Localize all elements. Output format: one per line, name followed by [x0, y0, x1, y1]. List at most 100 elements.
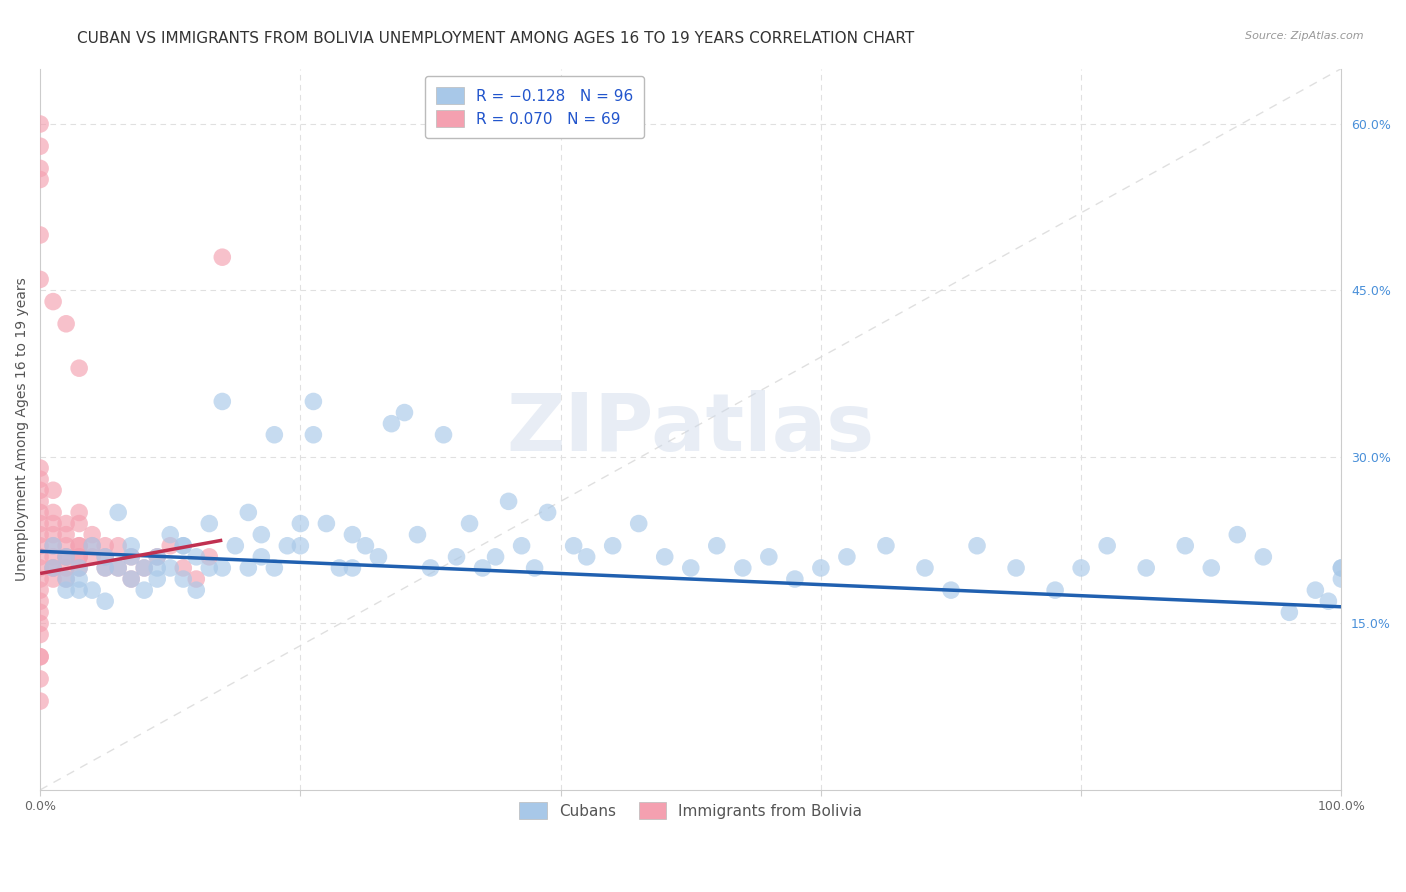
Point	[458, 516, 481, 531]
Point	[67, 539, 90, 553]
Point	[67, 516, 90, 531]
Point	[250, 549, 273, 564]
Point	[30, 649, 52, 664]
Point	[30, 117, 52, 131]
Point	[42, 539, 65, 553]
Point	[55, 317, 77, 331]
Point	[575, 549, 598, 564]
Point	[939, 583, 962, 598]
Point	[1305, 583, 1327, 598]
Point	[198, 549, 221, 564]
Point	[159, 539, 181, 553]
Point	[107, 539, 129, 553]
Point	[186, 583, 208, 598]
Point	[82, 539, 104, 553]
Point	[758, 549, 780, 564]
Point	[55, 572, 77, 586]
Point	[159, 527, 181, 541]
Point	[1005, 561, 1028, 575]
Point	[67, 539, 90, 553]
Point	[30, 649, 52, 664]
Point	[290, 539, 312, 553]
Point	[654, 549, 676, 564]
Point	[55, 561, 77, 575]
Point	[172, 572, 194, 586]
Point	[198, 516, 221, 531]
Point	[94, 539, 117, 553]
Point	[67, 361, 90, 376]
Point	[42, 539, 65, 553]
Point	[30, 561, 52, 575]
Point	[706, 539, 728, 553]
Point	[42, 561, 65, 575]
Point	[419, 561, 441, 575]
Point	[134, 583, 156, 598]
Point	[914, 561, 936, 575]
Point	[55, 549, 77, 564]
Point	[94, 594, 117, 608]
Point	[484, 549, 506, 564]
Point	[67, 549, 90, 564]
Point	[55, 516, 77, 531]
Point	[172, 539, 194, 553]
Point	[1135, 561, 1157, 575]
Point	[120, 539, 142, 553]
Point	[30, 172, 52, 186]
Point	[30, 572, 52, 586]
Point	[562, 539, 585, 553]
Point	[315, 516, 337, 531]
Point	[107, 505, 129, 519]
Point	[602, 539, 624, 553]
Point	[30, 527, 52, 541]
Point	[94, 561, 117, 575]
Point	[186, 549, 208, 564]
Point	[120, 549, 142, 564]
Point	[627, 516, 650, 531]
Point	[42, 549, 65, 564]
Point	[30, 594, 52, 608]
Point	[30, 539, 52, 553]
Point	[290, 516, 312, 531]
Point	[82, 539, 104, 553]
Point	[55, 527, 77, 541]
Point	[30, 627, 52, 641]
Point	[42, 561, 65, 575]
Point	[263, 561, 285, 575]
Point	[146, 561, 169, 575]
Point	[67, 583, 90, 598]
Point	[30, 516, 52, 531]
Point	[1317, 594, 1340, 608]
Point	[30, 583, 52, 598]
Point	[30, 505, 52, 519]
Point	[1095, 539, 1118, 553]
Point	[198, 561, 221, 575]
Point	[250, 527, 273, 541]
Point	[42, 527, 65, 541]
Point	[146, 572, 169, 586]
Legend: Cubans, Immigrants from Bolivia: Cubans, Immigrants from Bolivia	[513, 796, 869, 826]
Point	[107, 561, 129, 575]
Point	[498, 494, 520, 508]
Point	[30, 549, 52, 564]
Point	[30, 605, 52, 619]
Point	[367, 549, 389, 564]
Point	[1070, 561, 1092, 575]
Point	[354, 539, 377, 553]
Point	[42, 516, 65, 531]
Point	[67, 561, 90, 575]
Point	[875, 539, 897, 553]
Point	[42, 572, 65, 586]
Point	[783, 572, 806, 586]
Point	[810, 561, 832, 575]
Point	[55, 549, 77, 564]
Point	[679, 561, 702, 575]
Point	[1330, 561, 1353, 575]
Point	[432, 427, 454, 442]
Point	[1330, 561, 1353, 575]
Point	[30, 227, 52, 242]
Point	[731, 561, 754, 575]
Point	[30, 272, 52, 286]
Point	[471, 561, 494, 575]
Point	[446, 549, 468, 564]
Point	[67, 549, 90, 564]
